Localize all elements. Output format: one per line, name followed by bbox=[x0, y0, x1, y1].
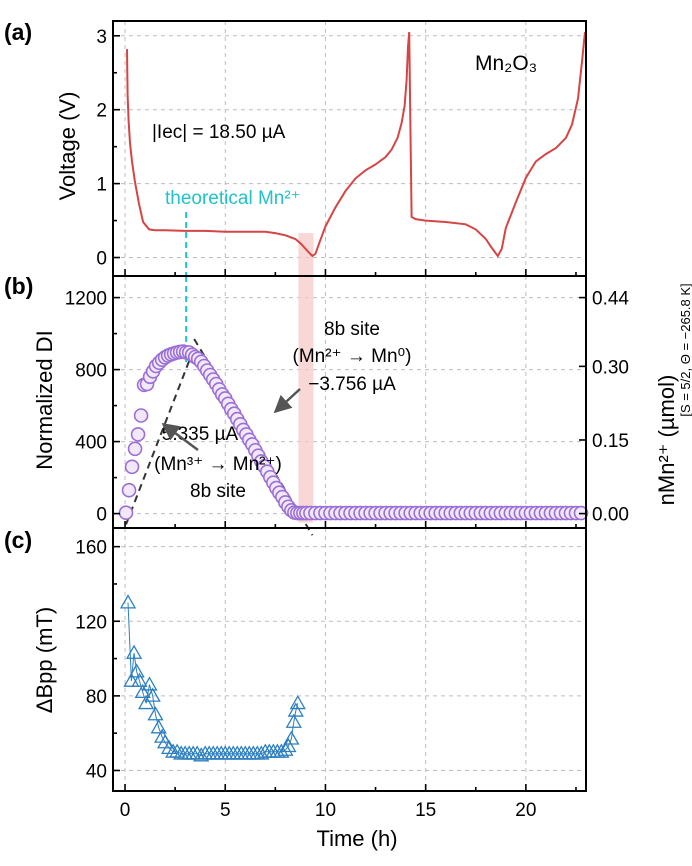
dbpp-point bbox=[144, 687, 161, 702]
panel-c: 0 5 10 15 20 40 80 120 160 (c) ΔBpp (mT) Time (h… bbox=[4, 527, 587, 851]
x-tick-label-5: 5 bbox=[220, 800, 231, 821]
y-tick-label-0: 0 bbox=[96, 505, 107, 526]
up-reaction-label: (Mn³⁺ → Mn²⁺) bbox=[154, 454, 282, 475]
panel-c-ylabel: ΔBpp (mT) bbox=[32, 607, 57, 713]
x-axis-label: Time (h) bbox=[316, 826, 397, 851]
up-rate-label: 5.335 µA bbox=[162, 424, 239, 445]
x-tick-label-15: 15 bbox=[415, 800, 436, 821]
y-tick-label-2: 2 bbox=[96, 101, 107, 122]
y-tick-label-3: 3 bbox=[96, 27, 107, 48]
dbpp-point bbox=[123, 672, 140, 687]
up-site-label: 8b site bbox=[190, 481, 246, 502]
panel-b-highlight-band bbox=[298, 276, 314, 523]
panel-a-label: (a) bbox=[4, 19, 32, 45]
panel-c-label: (c) bbox=[4, 527, 32, 553]
y-tick-label-80: 80 bbox=[86, 687, 107, 708]
di-point bbox=[121, 482, 137, 498]
y2-tick-label-0.30: 0.30 bbox=[592, 357, 629, 378]
y2-tick-label-0.00: 0.00 bbox=[592, 505, 629, 526]
y-tick-label-1: 1 bbox=[96, 175, 107, 196]
y-tick-label-0: 0 bbox=[96, 249, 107, 270]
di-point bbox=[124, 459, 140, 475]
down-rate-label: −3.756 µA bbox=[308, 374, 396, 395]
panel-b-grid bbox=[113, 276, 586, 528]
dbpp-point bbox=[287, 702, 304, 717]
dbpp-point bbox=[280, 737, 297, 753]
dbpp-point bbox=[134, 683, 151, 699]
y-tick-label-120: 120 bbox=[75, 612, 107, 633]
down-arrow bbox=[273, 388, 301, 414]
dbpp-point bbox=[141, 676, 158, 691]
dbpp-point bbox=[125, 644, 143, 659]
di-point bbox=[127, 441, 143, 457]
di-point bbox=[130, 427, 146, 442]
panel-c-frame bbox=[112, 527, 587, 792]
dbpp-points bbox=[119, 594, 306, 762]
panel-b-label: (b) bbox=[4, 273, 33, 299]
down-site-label: 8b site bbox=[324, 319, 380, 340]
dbpp-point bbox=[189, 745, 206, 760]
panel-a: 0 1 2 3 (a) Voltage (V) Mn₂O₃ |Iec| = 18.50… bbox=[4, 19, 587, 277]
panel-b-y2label-sub: [S = 5/2, Θ = −265.8 K] bbox=[678, 283, 692, 416]
dbpp-point bbox=[119, 594, 137, 609]
panel-b-ticks: 0 400 800 1200 0.00 0.15 0.30 0.44 bbox=[65, 289, 629, 528]
di-point bbox=[118, 505, 134, 521]
y2-tick-label-0.15: 0.15 bbox=[592, 431, 629, 452]
panel-a-grid bbox=[113, 21, 586, 276]
dbpp-point bbox=[169, 743, 186, 758]
x-tick-label-0: 0 bbox=[120, 800, 131, 821]
panel-a-ylabel: Voltage (V) bbox=[55, 92, 80, 201]
dbpp-point bbox=[160, 739, 178, 754]
y-tick-label-1200: 1200 bbox=[65, 289, 107, 310]
y2-tick-label-0.44: 0.44 bbox=[592, 289, 629, 310]
x-tick-label-20: 20 bbox=[515, 800, 536, 821]
panel-a-ticks: 0 1 2 3 bbox=[96, 27, 577, 276]
y-tick-label-800: 800 bbox=[75, 361, 107, 382]
panel-c-ticks: 0 5 10 15 20 40 80 120 160 bbox=[75, 538, 577, 821]
dbpp-point bbox=[285, 713, 302, 728]
y-tick-label-40: 40 bbox=[86, 761, 107, 782]
dbpp-point bbox=[277, 741, 294, 756]
compound-label: Mn₂O₃ bbox=[475, 52, 537, 75]
down-reaction-label: (Mn²⁺ → Mn⁰) bbox=[293, 346, 412, 367]
dbpp-point bbox=[137, 695, 155, 710]
panel-b: 0 400 800 1200 0.00 0.15 0.30 0.44 (b) Normaliz… bbox=[4, 273, 692, 536]
theoretical-mn2-label: theoretical Mn²⁺ bbox=[165, 188, 301, 209]
current-label: |Iec| = 18.50 µA bbox=[152, 122, 286, 143]
voltage-curve bbox=[126, 31, 586, 258]
x-tick-label-10: 10 bbox=[315, 800, 336, 821]
y-tick-label-400: 400 bbox=[75, 433, 107, 454]
di-point bbox=[133, 408, 149, 423]
dbpp-point bbox=[150, 719, 167, 734]
dbpp-point bbox=[147, 706, 164, 721]
up-arrow bbox=[161, 422, 199, 452]
panel-b-y2label: nMn²⁺ (µmol) bbox=[654, 375, 679, 506]
dbpp-point bbox=[283, 730, 300, 745]
dbpp-point bbox=[128, 663, 145, 678]
fit-line-0 bbox=[125, 347, 196, 525]
dbpp-point bbox=[131, 672, 148, 687]
panel-b-ylabel: Normalized DI bbox=[32, 330, 57, 469]
y-tick-label-160: 160 bbox=[75, 538, 107, 559]
dbpp-point bbox=[289, 695, 306, 710]
di-points bbox=[118, 344, 589, 521]
panel-b-frame bbox=[112, 275, 587, 529]
